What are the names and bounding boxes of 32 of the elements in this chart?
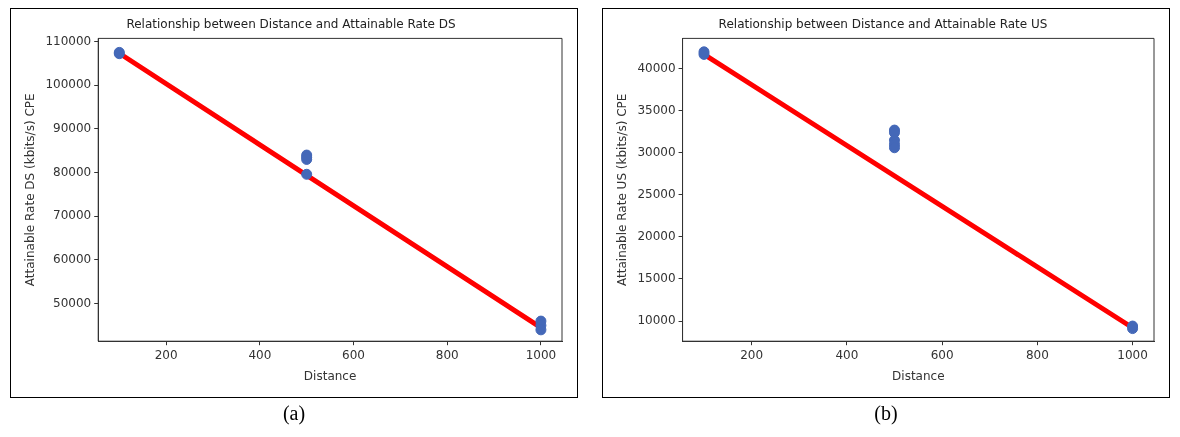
y-tick-label: 25000	[637, 186, 676, 201]
x-axis-title: Distance	[892, 368, 945, 383]
x-axis-title: Distance	[303, 368, 357, 383]
x-tick-label: 1000	[525, 347, 557, 362]
y-axis-title: Attainable Rate DS (kbits/s) CPE	[23, 93, 38, 287]
x-tick-label: 800	[435, 347, 459, 362]
y-tick-label: 60000	[53, 252, 92, 267]
text: (b)	[874, 402, 898, 425]
x-tick-label: 600	[930, 347, 954, 362]
text: (a)	[282, 402, 306, 425]
x-tick-label: 800	[1025, 347, 1049, 362]
y-tick-label: 100000	[45, 77, 92, 92]
y-tick-label: 40000	[637, 60, 676, 75]
chart-title: Relationship between Distance and Attainable Rate US	[718, 17, 1048, 32]
x-tick-label: 400	[835, 347, 859, 362]
y-axis-title: Attainable Rate US (kbits/s) CPE	[615, 93, 630, 286]
chart-title: Relationship between Distance and Attainable Rate DS	[126, 17, 456, 32]
y-tick-label: 110000	[45, 33, 92, 48]
y-tick-label: 50000	[53, 295, 92, 310]
x-tick-label: 400	[248, 347, 272, 362]
x-tick-label: 200	[154, 347, 178, 362]
y-tick-label: 90000	[53, 120, 92, 135]
x-tick-label: 600	[342, 347, 365, 362]
y-tick-label: 70000	[53, 208, 92, 223]
y-tick-label: 35000	[637, 102, 676, 117]
y-tick-label: 10000	[637, 313, 676, 328]
y-tick-label: 15000	[637, 271, 676, 286]
x-tick-label: 1000	[1117, 347, 1148, 362]
y-tick-label: 30000	[637, 144, 676, 159]
x-tick-label: 200	[740, 347, 764, 362]
y-tick-label: 20000	[637, 229, 676, 244]
y-tick-label: 80000	[53, 164, 92, 179]
